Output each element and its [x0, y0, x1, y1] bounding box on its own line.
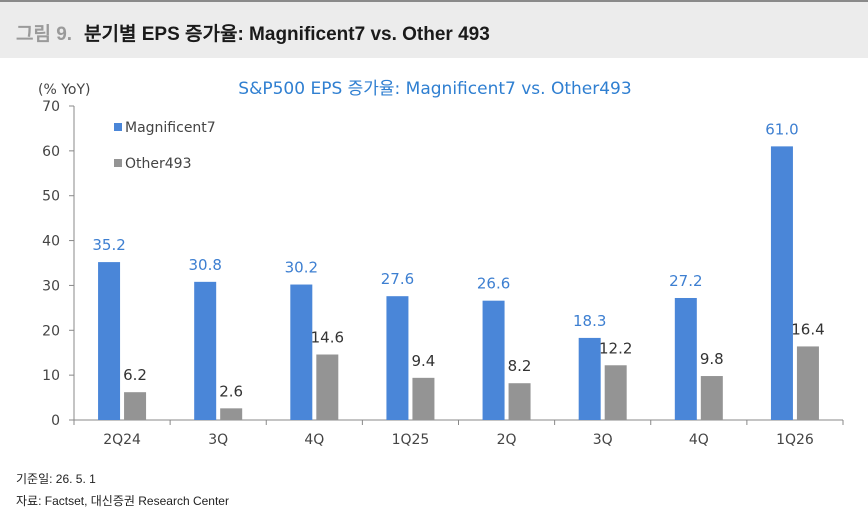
data-label-magnificent7: 61.0 — [765, 120, 798, 138]
x-tick-label: 3Q — [593, 432, 613, 448]
data-label-magnificent7: 30.8 — [188, 256, 221, 274]
y-tick-label: 70 — [42, 99, 60, 115]
data-label-magnificent7: 27.2 — [669, 272, 702, 290]
chart-area: 0 10 20 30 40 50 60 70 2Q24 3Q 4Q 1Q25 2Q 3Q 4Q 1Q26 35… — [0, 58, 868, 460]
bar-other493 — [316, 354, 339, 420]
data-label-other493: 9.4 — [412, 352, 436, 370]
legend-label: Other493 — [125, 156, 191, 172]
data-label-magnificent7: 27.6 — [381, 270, 414, 288]
bar-other493 — [508, 383, 531, 420]
legend-swatch — [114, 159, 122, 167]
date-note: 기준일: 26. 5. 1 — [16, 472, 96, 486]
bar-other493 — [412, 377, 435, 420]
bar-magnificent7 — [482, 300, 505, 420]
bar-chart: 0 10 20 30 40 50 60 70 2Q24 3Q 4Q 1Q25 2Q 3Q 4Q 1Q26 35… — [38, 79, 844, 448]
x-tick-label: 4Q — [689, 432, 709, 448]
data-label-magnificent7: 26.6 — [477, 275, 510, 293]
data-label-magnificent7: 30.2 — [285, 259, 318, 277]
bar-magnificent7 — [194, 281, 217, 420]
x-tick-label: 3Q — [208, 432, 228, 448]
y-tick-label: 40 — [42, 234, 60, 250]
figure-title: 분기별 EPS 증가율: Magnificent7 vs. Other 493 — [84, 24, 490, 45]
bar-magnificent7 — [770, 146, 793, 420]
data-label-magnificent7: 18.3 — [573, 312, 606, 330]
data-label-other493: 2.6 — [219, 382, 243, 400]
bar-magnificent7 — [386, 296, 409, 420]
legend-swatch — [114, 123, 122, 131]
data-label-magnificent7: 35.2 — [92, 236, 125, 254]
bar-other493 — [700, 376, 723, 420]
x-tick-label: 2Q24 — [103, 432, 141, 448]
y-tick-label: 30 — [42, 278, 60, 294]
bar-other493 — [124, 392, 147, 420]
y-tick-label: 10 — [42, 368, 60, 384]
bar-other493 — [604, 365, 627, 420]
y-tick-label: 20 — [42, 323, 60, 339]
data-label-other493: 14.6 — [311, 329, 344, 347]
figure-number: 그림 9. — [16, 24, 73, 45]
data-label-other493: 9.8 — [700, 350, 724, 368]
data-label-other493: 6.2 — [123, 366, 147, 384]
data-label-other493: 12.2 — [599, 339, 632, 357]
bar-magnificent7 — [98, 262, 121, 420]
source-note: 자료: Factset, 대신증권 Research Center — [16, 494, 229, 508]
x-tick-label: 1Q26 — [776, 432, 814, 448]
bar-other493 — [220, 408, 243, 420]
data-label-other493: 8.2 — [508, 357, 532, 375]
x-tick-label: 1Q25 — [392, 432, 430, 448]
y-tick-label: 50 — [42, 189, 60, 205]
x-tick-label: 4Q — [304, 432, 324, 448]
bar-magnificent7 — [674, 297, 697, 420]
chart-title: S&P500 EPS 증가율: Magnificent7 vs. Other49… — [238, 79, 631, 99]
figure-header: 그림 9. 분기별 EPS 증가율: Magnificent7 vs. Othe… — [0, 0, 868, 58]
y-tick-label: 60 — [42, 144, 60, 160]
y-tick-label: 0 — [51, 413, 60, 429]
bar-other493 — [796, 346, 819, 420]
bar-magnificent7 — [578, 337, 601, 420]
y-axis-unit-label: (% YoY) — [38, 82, 91, 98]
x-tick-label: 2Q — [497, 432, 517, 448]
data-label-other493: 16.4 — [791, 320, 824, 338]
legend-label: Magnificent7 — [125, 120, 216, 136]
bar-magnificent7 — [290, 284, 313, 420]
